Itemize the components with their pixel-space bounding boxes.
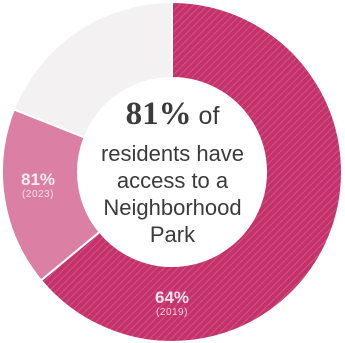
segment-year-2023: (2023) [22, 189, 54, 200]
segment-value-2023: 81% [20, 170, 56, 189]
donut-segment-0-hatch [41, 2, 342, 343]
segment-year-2019: (2019) [156, 307, 188, 318]
segment-label-2023: 81% (2023) [12, 170, 64, 201]
segment-value-2019: 64% [154, 288, 190, 307]
segment-label-2019: 64% (2019) [145, 288, 199, 319]
donut-hole [79, 79, 265, 265]
donut-segment-2 [12, 0, 173, 139]
